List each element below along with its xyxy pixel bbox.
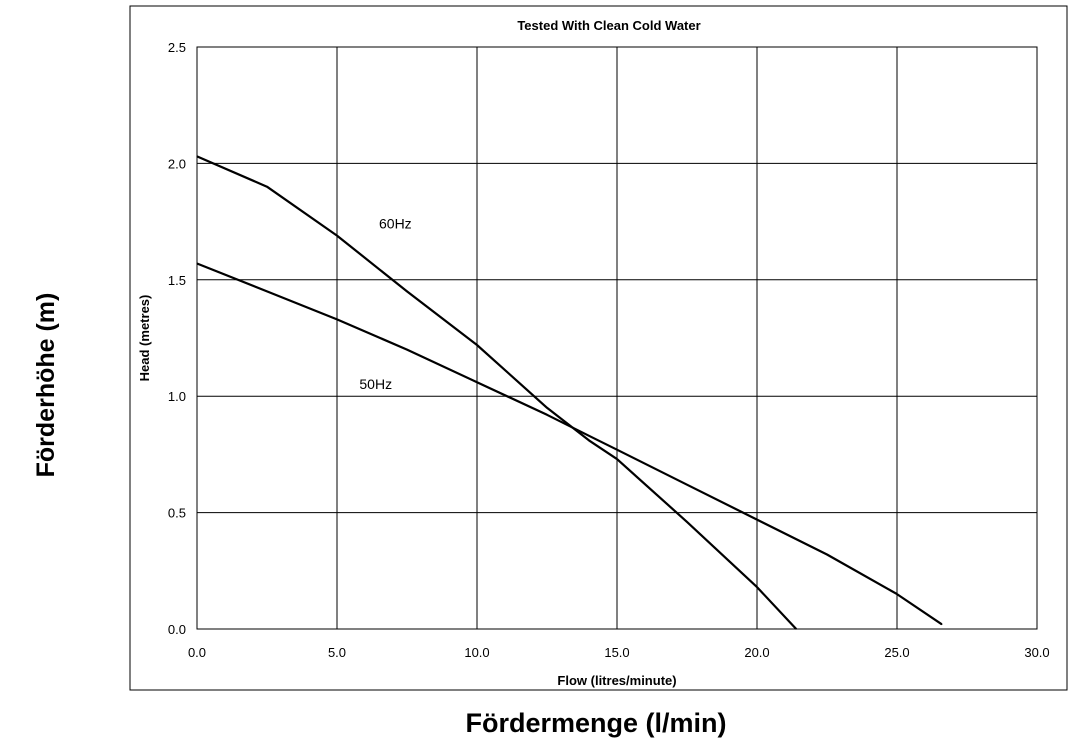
y-tick-label: 2.0 [168,156,186,171]
data-point-60hz [476,344,478,346]
data-point-60hz [406,290,408,293]
gridlines [196,46,1038,630]
data-point-60hz [196,155,198,158]
outer-x-axis-label: Fördermenge (l/min) [465,708,726,738]
data-point-50hz [686,484,688,486]
y-tick-label: 0.0 [168,622,186,637]
data-point-50hz [266,290,268,293]
y-tick-labels: 0.0 0.5 1.0 1.5 2.0 2.5 [168,40,186,637]
data-point-50hz [336,318,338,320]
data-point-60hz [266,186,268,188]
series-line-50hz [196,262,943,626]
series-lines [196,155,943,630]
x-tick-label: 15.0 [604,645,629,660]
y-tick-label: 1.5 [168,273,186,288]
outer-y-axis-label: Förderhöhe (m) [32,293,60,478]
series-label-50hz: 50Hz [359,376,392,392]
y-tick-label: 1.0 [168,389,186,404]
x-tick-label: 25.0 [884,645,909,660]
series-label-60hz: 60Hz [379,216,412,232]
data-point-60hz [546,407,548,409]
plot-area [196,46,1038,630]
data-point-50hz [476,381,478,383]
x-tick-label: 30.0 [1024,645,1049,660]
data-point-60hz [616,458,618,460]
data-point-50hz [616,449,618,451]
x-tick-label: 5.0 [328,645,346,660]
data-point-50hz [756,518,758,521]
x-axis-label: Flow (litres/minute) [557,673,676,688]
y-tick-label: 0.5 [168,506,186,521]
x-tick-label: 10.0 [464,645,489,660]
series-labels: 60Hz 50Hz [359,216,411,393]
series-line-60hz [196,155,798,630]
data-point-60hz [588,439,590,442]
data-point-50hz [941,623,943,625]
data-point-50hz [826,553,828,556]
chart-title: Tested With Clean Cold Water [517,18,700,33]
data-point-50hz [588,435,590,437]
x-tick-label: 0.0 [188,645,206,660]
x-tick-labels: 0.0 5.0 10.0 15.0 20.0 25.0 30.0 [188,645,1050,660]
data-point-60hz [795,628,797,630]
data-point-50hz [196,262,198,265]
data-point-60hz [756,586,758,588]
y-tick-label: 2.5 [168,40,186,55]
y-axis-label: Head (metres) [137,295,152,382]
data-point-60hz [336,234,338,237]
x-tick-label: 20.0 [744,645,769,660]
chart-border [129,5,1068,691]
data-point-50hz [546,414,548,416]
data-point-60hz [686,521,688,523]
data-point-50hz [406,349,408,351]
data-point-50hz [896,593,898,595]
